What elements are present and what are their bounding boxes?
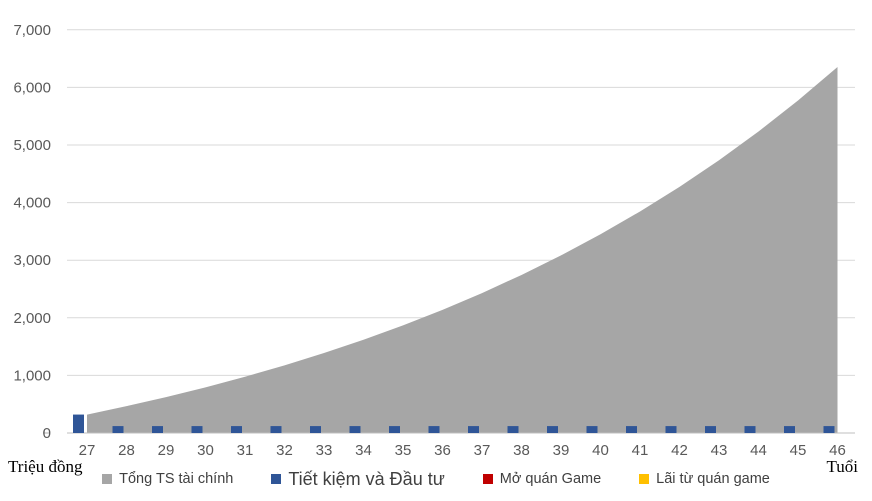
area-series-0[interactable] bbox=[87, 66, 838, 434]
legend-swatch-gray-icon bbox=[102, 474, 113, 484]
x-tick-label-41: 41 bbox=[632, 442, 649, 459]
bar-series1-age34[interactable] bbox=[349, 426, 361, 433]
bar-series1-age43[interactable] bbox=[705, 426, 716, 433]
x-tick-label-43: 43 bbox=[711, 442, 728, 459]
x-tick-label-36: 36 bbox=[434, 442, 451, 459]
bar-series1-age30[interactable] bbox=[191, 426, 203, 433]
bar-series1-age45[interactable] bbox=[784, 426, 795, 433]
y-tick-label-0: 0 bbox=[43, 425, 51, 442]
x-tick-label-27: 27 bbox=[79, 442, 96, 459]
bar-series1-age42[interactable] bbox=[665, 426, 677, 433]
x-tick-label-46: 46 bbox=[829, 442, 846, 459]
legend-swatch-red-icon bbox=[482, 474, 493, 484]
x-tick-label-35: 35 bbox=[395, 442, 412, 459]
y-tick-label-5,000: 5,000 bbox=[13, 137, 51, 154]
y-tick-label-4,000: 4,000 bbox=[13, 195, 51, 212]
x-tick-label-33: 33 bbox=[316, 442, 333, 459]
bar-series1-age40[interactable] bbox=[586, 426, 598, 433]
y-tick-label-7,000: 7,000 bbox=[13, 22, 51, 39]
legend-swatch-yellow-icon bbox=[639, 474, 650, 484]
x-tick-label-45: 45 bbox=[790, 442, 807, 459]
bar-series1-age38[interactable] bbox=[507, 426, 519, 433]
x-tick-label-31: 31 bbox=[237, 442, 254, 459]
bar-series1-age32[interactable] bbox=[270, 426, 282, 433]
legend-label: Tiết kiệm và Đầu tư bbox=[288, 469, 445, 489]
y-tick-label-6,000: 6,000 bbox=[13, 79, 51, 96]
legend-item-tong-ts-tai-chinh[interactable]: Tổng TS tài chính bbox=[102, 472, 233, 487]
x-tick-label-39: 39 bbox=[553, 442, 570, 459]
bar-series1-age44[interactable] bbox=[744, 426, 756, 433]
y-axis-title: Triệu đồng bbox=[8, 457, 83, 476]
bar-series1-age36[interactable] bbox=[428, 426, 440, 433]
bar-series1-age28[interactable] bbox=[112, 426, 124, 433]
x-tick-label-40: 40 bbox=[592, 442, 609, 459]
x-tick-label-44: 44 bbox=[750, 442, 767, 459]
legend-item-tiet-kiem-va-dau-tu[interactable]: Tiết kiệm và Đầu tư bbox=[271, 469, 445, 489]
legend-item-mo-quan-game[interactable]: Mở quán Game bbox=[482, 470, 602, 487]
bar-series1-age29[interactable] bbox=[152, 426, 163, 433]
x-tick-label-29: 29 bbox=[158, 442, 175, 459]
legend-label: Mở quán Game bbox=[499, 470, 602, 487]
x-axis-title: Tuổi bbox=[826, 457, 858, 476]
bar-series1-age46[interactable] bbox=[823, 426, 835, 433]
bar-series1-age35[interactable] bbox=[389, 426, 400, 433]
bar-series1-age33[interactable] bbox=[310, 426, 321, 433]
y-tick-label-2,000: 2,000 bbox=[13, 310, 51, 327]
bar-series1-age37[interactable] bbox=[468, 426, 479, 433]
legend-swatch-blue-icon bbox=[271, 474, 282, 484]
bar-series1-age41[interactable] bbox=[626, 426, 637, 433]
legend-label: Lãi từ quán game bbox=[656, 470, 770, 487]
bar-series1-age27[interactable] bbox=[73, 414, 84, 433]
y-tick-label-1,000: 1,000 bbox=[13, 367, 51, 384]
x-tick-label-32: 32 bbox=[276, 442, 293, 459]
x-tick-label-38: 38 bbox=[513, 442, 530, 459]
y-tick-label-3,000: 3,000 bbox=[13, 252, 51, 269]
chart-legend: Tổng TS tài chính Tiết kiệm và Đầu tư Mở… bbox=[0, 470, 872, 488]
x-tick-label-42: 42 bbox=[671, 442, 688, 459]
x-tick-label-28: 28 bbox=[118, 442, 135, 459]
legend-item-lai-tu-quan-game[interactable]: Lãi từ quán game bbox=[639, 472, 770, 487]
x-tick-label-30: 30 bbox=[197, 442, 214, 459]
x-tick-label-37: 37 bbox=[474, 442, 491, 459]
x-tick-label-34: 34 bbox=[355, 442, 372, 459]
bar-series1-age31[interactable] bbox=[231, 426, 242, 433]
legend-label: Tổng TS tài chính bbox=[119, 470, 234, 487]
bar-series1-age39[interactable] bbox=[547, 426, 558, 433]
